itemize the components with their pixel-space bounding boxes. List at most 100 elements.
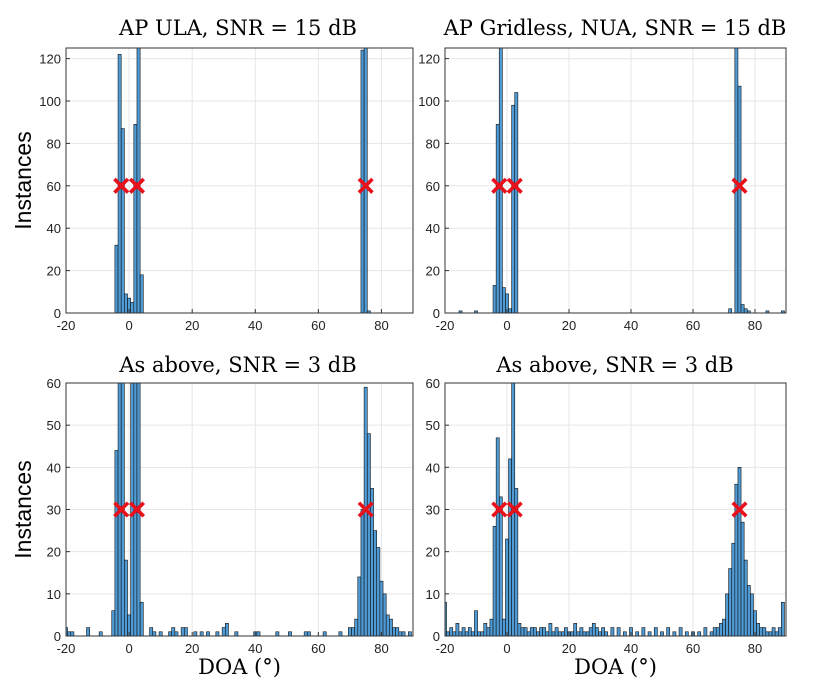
x-tick-label: 80 — [374, 318, 388, 333]
axes-box — [65, 47, 414, 314]
marker-stroke — [731, 177, 748, 194]
histogram-bar — [709, 631, 714, 636]
y-tick-label: 40 — [426, 460, 440, 475]
chart-title: AP ULA, SNR = 15 dB — [118, 16, 357, 40]
histogram-bar — [446, 631, 450, 636]
histogram-bar — [635, 631, 640, 636]
x-tick-label: 60 — [311, 641, 325, 656]
histogram-bar — [114, 450, 119, 636]
x-tick-label: 40 — [248, 318, 262, 333]
histogram-bar — [354, 618, 359, 636]
true-doa-marker — [731, 177, 748, 194]
x-tick-label: 80 — [748, 641, 762, 656]
histogram-bar — [120, 128, 125, 313]
histogram-bar — [385, 614, 390, 636]
y-tick-label: 80 — [426, 136, 440, 151]
marker-stroke — [506, 177, 523, 194]
y-tick-label: 10 — [47, 587, 61, 602]
histogram-bar — [351, 627, 355, 636]
x-tick-label: 20 — [185, 641, 199, 656]
histogram-bar — [731, 542, 736, 636]
histogram-bar — [495, 437, 500, 636]
y-tick-label: 50 — [47, 418, 61, 433]
axes-box — [444, 47, 787, 314]
marker-stroke — [506, 501, 523, 518]
histogram-bar — [743, 559, 748, 636]
histogram-bar — [486, 627, 491, 636]
true-doa-marker — [506, 501, 523, 518]
histogram-bar — [70, 631, 75, 636]
histogram-bar — [746, 310, 751, 313]
histogram-bar — [379, 580, 384, 636]
histogram-bar — [373, 530, 378, 636]
histogram-bars — [114, 48, 371, 313]
histogram-bar — [777, 627, 782, 636]
histogram-bar — [483, 623, 488, 636]
histogram-bar — [774, 631, 779, 636]
histogram-bar — [452, 631, 457, 636]
histogram-bar — [206, 631, 210, 636]
y-axis-label: Instances — [10, 131, 36, 229]
histogram-bar — [502, 618, 506, 636]
histogram-bar — [765, 631, 770, 636]
histogram-bar — [539, 627, 543, 636]
histogram-bar — [366, 433, 371, 636]
histogram-bar — [765, 310, 770, 313]
x-tick-label: 0 — [125, 641, 132, 656]
histogram-bar — [136, 48, 141, 313]
true-doa-marker — [128, 177, 146, 194]
x-tick-label: 0 — [503, 318, 510, 333]
marker-stroke — [128, 177, 146, 194]
histogram-bar — [158, 631, 163, 636]
histogram-bar — [139, 274, 144, 313]
histogram-bar — [604, 631, 609, 636]
histogram-bar — [183, 627, 188, 636]
histogram-bar — [174, 631, 179, 636]
y-tick-label: 10 — [426, 587, 440, 602]
histogram-bar — [570, 631, 574, 636]
true-doa-marker — [113, 501, 130, 518]
histogram-bar — [458, 631, 463, 636]
histogram-bar — [703, 627, 708, 636]
y-tick-label: 30 — [47, 503, 61, 518]
histogram-bar — [455, 623, 460, 636]
histogram-bar — [130, 302, 135, 313]
true-doa-marker — [506, 177, 523, 194]
histogram-bar — [492, 285, 497, 313]
histogram-bar — [762, 627, 767, 636]
histogram-bar — [360, 509, 365, 636]
histogram-bar — [111, 610, 116, 636]
histogram-bar — [740, 521, 745, 636]
histogram-bar — [366, 310, 371, 313]
y-tick-label: 60 — [47, 376, 61, 391]
chart-title: As above, SNR = 3 dB — [118, 353, 356, 377]
y-tick-label: 60 — [47, 179, 61, 194]
histogram-bar — [660, 631, 664, 636]
histogram-bar — [139, 601, 144, 636]
histogram-bar — [467, 627, 472, 636]
histogram-bar — [124, 293, 128, 313]
x-tick-label: 20 — [185, 318, 199, 333]
y-tick-label: 50 — [426, 418, 440, 433]
histogram-bar — [498, 48, 503, 313]
marker-stroke — [128, 501, 146, 518]
histogram-bar — [591, 623, 596, 636]
histogram-bar — [647, 631, 652, 636]
histogram-bar — [401, 631, 406, 636]
histogram-bar — [610, 627, 615, 636]
histogram-bar — [492, 526, 497, 636]
y-tick-label: 60 — [426, 376, 440, 391]
histogram-bar — [505, 538, 509, 636]
y-tick-label: 20 — [47, 264, 61, 279]
histogram-bar — [480, 631, 485, 636]
histogram-bar — [395, 627, 400, 636]
x-tick-label: 40 — [248, 641, 262, 656]
x-tick-label: 60 — [686, 641, 700, 656]
histogram-bar — [622, 631, 627, 636]
x-tick-label: 20 — [562, 318, 576, 333]
histogram-bar — [523, 627, 528, 636]
